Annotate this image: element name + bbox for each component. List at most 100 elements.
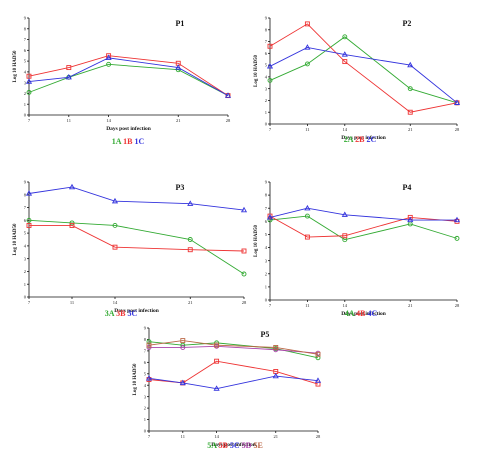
point-3A xyxy=(241,271,247,277)
y-axis-label: Log 10 HAD50 xyxy=(254,55,259,87)
y-tick-label: 7 xyxy=(265,39,268,44)
y-tick-label: 6 xyxy=(265,51,268,56)
x-tick-label: 11 xyxy=(305,303,309,308)
point-4B xyxy=(304,234,310,240)
x-tick-label: 7 xyxy=(148,434,151,439)
x-tick-label: 7 xyxy=(28,300,31,305)
legend: 4A 4B 4C xyxy=(345,309,378,318)
point-3C xyxy=(111,197,119,204)
legend-entry-2C: 2C xyxy=(364,135,376,144)
series-line-2B xyxy=(269,23,458,113)
panel-title: P3 xyxy=(176,183,185,192)
y-tick-label: 1 xyxy=(265,110,267,115)
point-2A xyxy=(267,77,273,83)
x-tick-label: 28 xyxy=(316,434,321,439)
x-tick-label: 7 xyxy=(28,118,31,123)
point-3B xyxy=(26,222,32,228)
legend-entry-5E: 5E xyxy=(251,441,262,450)
point-4A xyxy=(454,235,460,241)
point-5E xyxy=(315,351,321,357)
y-tick-label: 0 xyxy=(24,295,27,300)
point-4C xyxy=(341,211,348,217)
point-3B xyxy=(241,248,247,254)
panel-p1: 0 1 2 3 4 5 6 7 8 9 7 11 14 21 28 Days post infection Lo… xyxy=(13,16,232,146)
series-line-1C xyxy=(28,57,229,96)
y-tick-label: 3 xyxy=(265,86,268,91)
point-1A xyxy=(26,89,32,95)
y-tick-label: 1 xyxy=(144,417,146,422)
series-line-1B xyxy=(28,55,229,96)
point-5A xyxy=(146,339,152,345)
point-4B xyxy=(407,214,413,220)
x-tick-label: 21 xyxy=(408,127,413,132)
point-5B xyxy=(214,358,220,364)
legend: 3A 3B 3C xyxy=(105,309,138,318)
legend-entry-5B: 5B xyxy=(217,441,229,450)
x-tick-label: 7 xyxy=(269,303,272,308)
y-tick-label: 4 xyxy=(265,74,268,79)
series-line-4C xyxy=(269,207,457,221)
legend: 2A 2B 2C xyxy=(344,135,377,144)
y-axis-label: Log 10 HAD50 xyxy=(13,50,18,82)
x-tick-label: 21 xyxy=(176,118,181,123)
panel-p2: 0 1 2 3 4 5 6 7 8 9 7 11 14 21 28 Days post infection Lo… xyxy=(254,16,461,144)
point-2C xyxy=(341,51,348,57)
point-1C xyxy=(65,73,72,80)
point-4C xyxy=(304,204,311,211)
x-tick-label: 11 xyxy=(70,300,74,305)
y-tick-label: 4 xyxy=(265,245,268,250)
point-2C xyxy=(266,62,274,69)
series-line-5A xyxy=(148,341,319,359)
y-tick-label: 4 xyxy=(144,383,147,388)
x-tick-label: 14 xyxy=(343,303,348,308)
legend-entry-5D: 5D xyxy=(240,441,252,450)
y-tick-label: 4 xyxy=(24,243,27,248)
series-line-2C xyxy=(269,46,458,104)
y-tick-label: 2 xyxy=(24,269,26,274)
panel-title: P4 xyxy=(403,183,412,192)
y-tick-label: 2 xyxy=(144,406,146,411)
point-4C xyxy=(453,216,461,223)
y-tick-label: 7 xyxy=(144,348,147,353)
y-tick-label: 9 xyxy=(265,180,268,185)
y-tick-label: 8 xyxy=(265,193,268,198)
y-tick-label: 6 xyxy=(24,218,27,223)
legend-entry-3C: 3C xyxy=(125,309,137,318)
y-tick-label: 3 xyxy=(265,258,268,263)
series-line-4A xyxy=(269,215,458,241)
y-tick-label: 3 xyxy=(24,256,27,261)
point-4B xyxy=(342,233,348,239)
legend-entry-4C: 4C xyxy=(365,309,377,318)
y-tick-label: 5 xyxy=(265,63,268,68)
point-2C xyxy=(304,44,311,50)
point-5C xyxy=(314,377,322,383)
panel-p5: 0 1 2 3 4 5 6 7 8 9 7 11 14 21 28 Days post infection Lo… xyxy=(133,326,322,450)
y-tick-label: 1 xyxy=(24,102,26,107)
panel-title: P1 xyxy=(176,19,185,28)
legend-entry-2A: 2A xyxy=(344,135,354,144)
y-axis-label: Log 10 HAD50 xyxy=(254,225,259,257)
point-5C xyxy=(145,375,153,381)
point-1B xyxy=(26,73,32,79)
point-1C xyxy=(224,92,232,98)
point-3B xyxy=(112,244,118,250)
series-line-1A xyxy=(28,63,229,96)
y-tick-label: 7 xyxy=(24,205,27,210)
point-3C xyxy=(240,206,248,213)
legend: 1A 1B 1C xyxy=(112,137,145,146)
y-tick-label: 3 xyxy=(24,80,27,85)
x-tick-label: 28 xyxy=(242,300,247,305)
y-tick-label: 8 xyxy=(144,337,147,342)
legend-entry-5A: 5A xyxy=(207,441,217,450)
panel-title: P2 xyxy=(403,19,412,28)
x-axis-label: Days post infection xyxy=(106,126,151,132)
y-tick-label: 8 xyxy=(265,27,268,32)
point-3A xyxy=(69,220,75,226)
point-5C xyxy=(272,372,279,379)
y-tick-label: 9 xyxy=(144,326,147,331)
x-tick-label: 14 xyxy=(214,434,219,439)
series-line-5D xyxy=(149,345,319,354)
x-tick-label: 11 xyxy=(305,127,309,132)
point-4C xyxy=(266,214,274,220)
